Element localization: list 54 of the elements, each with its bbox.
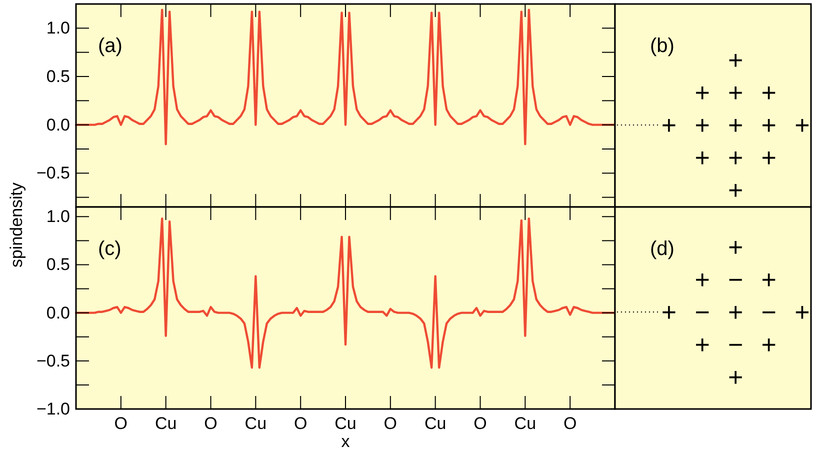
y-tick-label: 1.0 — [46, 18, 70, 38]
text: − — [728, 264, 744, 294]
text: + — [761, 142, 776, 172]
text: + — [728, 297, 744, 327]
text: + — [728, 362, 744, 392]
text: (d) — [650, 238, 674, 260]
text: + — [728, 45, 744, 75]
text: (b) — [650, 35, 674, 57]
text: + — [694, 264, 710, 294]
y-tick-label: 0.0 — [46, 115, 70, 134]
x-tick-label: O — [114, 414, 128, 433]
text: + — [661, 110, 677, 140]
text: + — [728, 232, 744, 262]
text: (a) — [98, 35, 122, 57]
x-tick-label: O — [563, 414, 577, 433]
y-tick-label: −1.0 — [36, 400, 70, 418]
x-tick-label: Cu — [244, 414, 267, 433]
text: + — [694, 330, 710, 360]
y-tick-label: 1.0 — [46, 207, 70, 226]
y-tick-label: 0.0 — [46, 303, 70, 322]
text: + — [694, 142, 710, 172]
x-tick-label: Cu — [424, 414, 446, 433]
text: + — [728, 110, 744, 140]
x-tick-label: Cu — [334, 414, 356, 433]
x-tick-label: O — [474, 414, 487, 433]
y-tick-label: 0.5 — [46, 255, 70, 274]
text: + — [761, 110, 776, 140]
text: + — [694, 78, 710, 108]
y-tick-label: −0.5 — [36, 351, 70, 370]
x-tick-label: O — [204, 414, 218, 433]
y-tick-label: 0.5 — [46, 67, 70, 86]
text: + — [728, 78, 744, 108]
line-series — [74, 8, 616, 146]
x-tick-label: O — [294, 414, 308, 433]
text: − — [761, 297, 776, 327]
text: − — [694, 297, 710, 327]
text: + — [794, 297, 810, 327]
text: + — [694, 110, 710, 140]
text: + — [728, 142, 744, 172]
text: + — [661, 297, 677, 327]
text: + — [761, 264, 776, 294]
y-tick-label: −0.5 — [36, 164, 70, 183]
y-axis-title: spindensity — [7, 182, 26, 268]
x-axis-title: x — [341, 432, 350, 450]
x-tick-label: O — [384, 414, 398, 433]
x-tick-label: Cu — [514, 414, 536, 433]
text: (c) — [98, 238, 122, 260]
text: − — [728, 330, 744, 360]
text: + — [761, 78, 776, 108]
x-tick-label: Cu — [154, 414, 177, 433]
line-series — [74, 217, 616, 369]
text: + — [728, 175, 744, 205]
text: + — [794, 110, 810, 140]
text: + — [761, 330, 776, 360]
